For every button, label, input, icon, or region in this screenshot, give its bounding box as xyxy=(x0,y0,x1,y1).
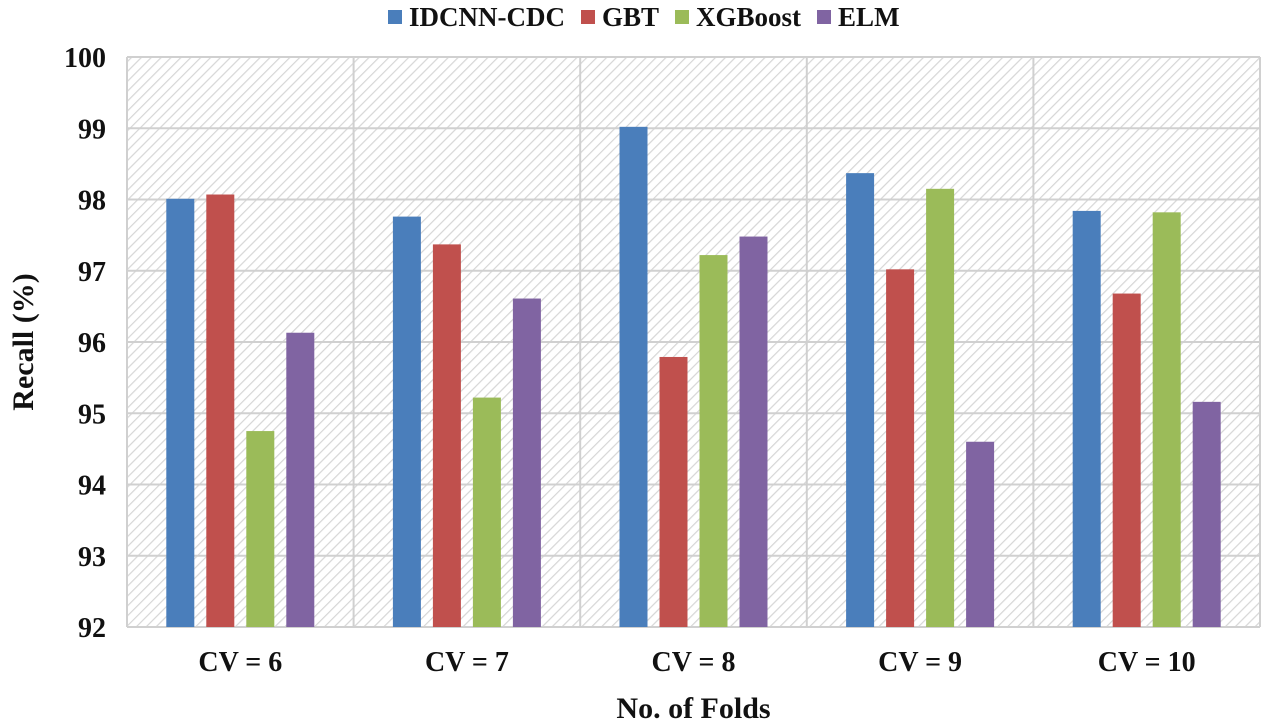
legend-label-gbt: GBT xyxy=(602,1,660,32)
legend-swatch-gbt xyxy=(581,10,595,24)
bar-idcnn-cdc-4 xyxy=(846,173,875,627)
y-tick-label: 100 xyxy=(64,43,106,74)
legend-label-elm: ELM xyxy=(838,1,900,32)
bar-idcnn-cdc-2 xyxy=(392,216,421,627)
y-axis-title-wrap: Recall (%) xyxy=(0,0,40,728)
bar-xgboost-2 xyxy=(472,397,501,627)
x-tick-label: CV = 6 xyxy=(198,647,282,678)
x-axis-ticks: CV = 6 CV = 7 CV = 8 CV = 9 CV = 10 xyxy=(198,647,1195,678)
legend-item-gbt: GBT xyxy=(581,2,659,33)
bar-elm-1 xyxy=(286,332,315,627)
legend-swatch-idcnn-cdc xyxy=(388,10,402,24)
y-tick-label: 94 xyxy=(78,471,106,502)
bar-elm-4 xyxy=(966,441,995,627)
bar-idcnn-cdc-1 xyxy=(166,198,195,627)
legend-label-idcnn-cdc: IDCNN-CDC xyxy=(409,1,565,32)
bar-gbt-1 xyxy=(206,194,235,627)
grid-lines xyxy=(126,56,1261,628)
bar-elm-5 xyxy=(1192,401,1221,627)
y-axis-title: Recall (%) xyxy=(7,273,40,411)
x-axis-title: No. of Folds xyxy=(616,692,771,725)
legend-item-idcnn-cdc: IDCNN-CDC xyxy=(388,2,565,33)
y-tick-label: 98 xyxy=(78,186,106,217)
bar-idcnn-cdc-3 xyxy=(619,126,648,627)
y-axis-ticks: 92 93 94 95 96 97 98 99 100 xyxy=(64,43,106,644)
legend-swatch-elm xyxy=(817,10,832,24)
y-tick-label: 97 xyxy=(78,257,106,288)
bar-xgboost-1 xyxy=(246,431,275,627)
bar-gbt-3 xyxy=(659,356,688,627)
x-tick-label: CV = 8 xyxy=(652,647,736,678)
bar-xgboost-4 xyxy=(926,188,955,627)
bar-gbt-5 xyxy=(1112,293,1141,627)
bar-gbt-4 xyxy=(886,269,915,627)
bar-elm-3 xyxy=(739,236,768,628)
bar-elm-2 xyxy=(512,298,541,627)
bar-idcnn-cdc-5 xyxy=(1072,210,1101,627)
y-tick-label: 99 xyxy=(78,114,106,145)
bars xyxy=(166,126,1221,628)
x-tick-label: CV = 9 xyxy=(878,647,962,678)
y-tick-label: 92 xyxy=(78,613,106,644)
legend-item-xgboost: XGBoost xyxy=(675,2,801,33)
y-tick-label: 95 xyxy=(78,399,106,430)
legend-item-elm: ELM xyxy=(817,2,900,33)
legend: IDCNN-CDC GBT XGBoost ELM xyxy=(388,0,900,34)
bar-gbt-2 xyxy=(432,244,461,627)
legend-label-xgboost: XGBoost xyxy=(696,1,802,32)
legend-swatch-xgboost xyxy=(675,10,690,24)
bar-xgboost-5 xyxy=(1152,212,1181,627)
x-tick-label: CV = 10 xyxy=(1098,647,1196,678)
y-tick-label: 96 xyxy=(78,328,106,359)
bar-xgboost-3 xyxy=(699,255,728,627)
y-tick-label: 93 xyxy=(78,542,106,573)
x-tick-label: CV = 7 xyxy=(425,647,509,678)
